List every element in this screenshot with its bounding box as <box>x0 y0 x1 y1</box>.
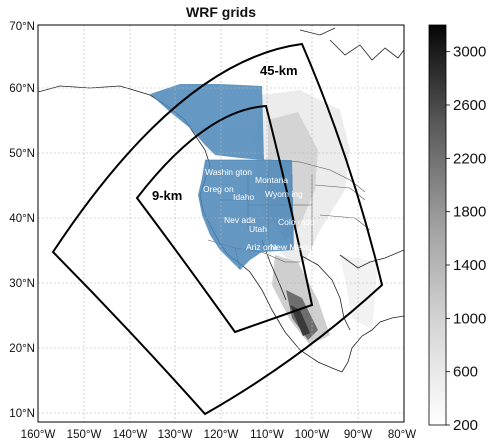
domain-45km-label: 45-km <box>260 63 298 78</box>
state-label-newmexico: New Mexico <box>270 242 317 252</box>
x-tick-label: 150°W <box>67 429 102 441</box>
domain-9km-label: 9-km <box>152 188 182 203</box>
y-tick-label: 40°N <box>9 213 35 225</box>
x-tick-label: 100°W <box>295 429 330 441</box>
x-axis: 160°W 150°W 140°W 130°W 120°W 110°W 100°… <box>21 429 417 441</box>
colorbar-tick-label: 1000 <box>453 310 486 327</box>
domain-45km <box>51 42 384 416</box>
colorbar-tick-label: 3000 <box>453 44 486 61</box>
colorbar-tick-label: 600 <box>453 364 478 381</box>
x-tick-label: 130°W <box>158 429 193 441</box>
x-tick-label: 140°W <box>113 429 148 441</box>
colorbar-tick-label: 2200 <box>453 150 486 167</box>
x-tick-label: 110°W <box>250 429 284 441</box>
y-tick-label: 20°N <box>9 343 35 355</box>
x-tick-label: 120°W <box>204 429 239 441</box>
state-label-nevada: Nev ada <box>224 215 256 225</box>
y-tick-label: 50°N <box>9 148 35 160</box>
state-label-idaho: Idaho <box>233 192 255 202</box>
state-label-utah: Utah <box>249 224 267 234</box>
state-label-washington: Washin gton <box>205 167 252 177</box>
map-frame <box>37 24 405 423</box>
colorbar-tick-label: 200 <box>453 417 478 434</box>
chart-title: WRF grids <box>186 4 256 20</box>
x-tick-label: 160°W <box>21 429 56 441</box>
y-tick-label: 10°N <box>9 408 35 420</box>
state-label-colorado: Colo rado <box>278 217 315 227</box>
y-axis: 10°N 20°N 30°N 40°N 50°N 60°N 70°N <box>9 21 35 420</box>
x-tick-label: 90°W <box>344 429 372 441</box>
colorbar: 200 600 1000 1400 1800 2200 2600 3000 <box>428 24 486 434</box>
state-label-montana: Montana <box>255 175 288 185</box>
state-label-arizona: Ariz ona <box>246 242 277 252</box>
map-area: 45-km 9-km Washin gton Oreg on Montana I… <box>38 25 404 422</box>
colorbar-tick-label: 2600 <box>453 97 486 114</box>
y-tick-label: 70°N <box>9 21 35 33</box>
colorbar-tick-label: 1400 <box>453 257 486 274</box>
domain-9km <box>135 104 314 334</box>
colorbar-ticks: 200 600 1000 1400 1800 2200 2600 3000 <box>446 44 486 434</box>
colorbar-tick-label: 1800 <box>453 204 486 221</box>
x-tick-label: 80°W <box>388 429 416 441</box>
state-label-wyoming: Wyom ing <box>265 189 303 199</box>
y-tick-label: 60°N <box>9 83 35 95</box>
colorbar-gradient <box>428 24 447 426</box>
state-label-oregon: Oreg on <box>203 184 234 194</box>
y-tick-label: 30°N <box>9 278 35 290</box>
